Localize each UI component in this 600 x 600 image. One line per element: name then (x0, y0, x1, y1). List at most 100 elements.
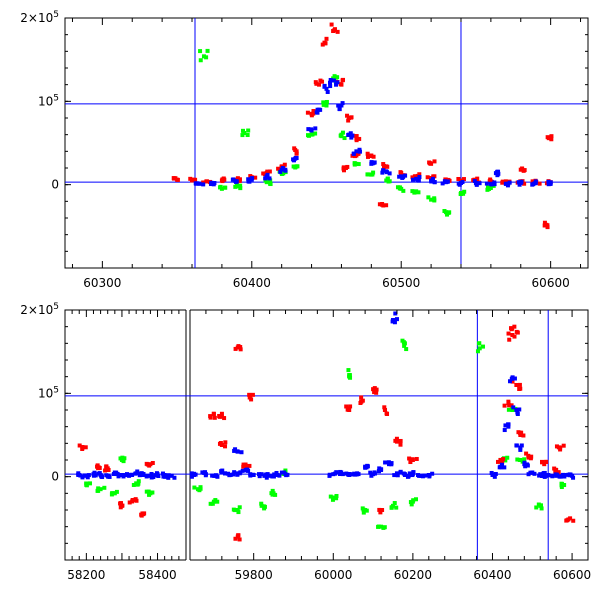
red-point (346, 118, 351, 123)
red-point (381, 162, 386, 167)
green-point (324, 99, 329, 104)
blue-point (502, 428, 507, 433)
red-point (509, 403, 514, 408)
blue-point (233, 447, 238, 452)
x-tick-label: 60600 (532, 276, 570, 290)
red-point (371, 154, 376, 159)
green-point (361, 510, 366, 515)
blue-point (156, 474, 161, 479)
green-point (147, 492, 152, 497)
blue-point (115, 472, 120, 477)
green-point (432, 197, 437, 202)
red-point (496, 459, 501, 464)
blue-point (189, 471, 194, 476)
green-point (389, 505, 394, 510)
green-point (246, 128, 251, 133)
green-point (379, 524, 384, 529)
blue-point (135, 469, 140, 474)
blue-point (265, 172, 270, 177)
y-tick-exponent: 5 (53, 93, 59, 103)
blue-point (213, 473, 218, 478)
red-point (150, 460, 155, 465)
red-point (507, 403, 512, 408)
blue-point (518, 447, 523, 452)
blue-point (334, 82, 339, 87)
green-point (416, 190, 421, 195)
x-tick-label: 58200 (67, 568, 105, 582)
green-point (522, 457, 527, 462)
red-point (408, 460, 413, 465)
plot-frame (64, 309, 589, 561)
blue-point (511, 405, 516, 410)
red-point (217, 413, 222, 418)
green-point (477, 346, 482, 351)
blue-point (497, 465, 502, 470)
red-point (313, 80, 318, 85)
red-point (385, 164, 390, 169)
blue-point (376, 469, 381, 474)
blue-point (331, 78, 336, 83)
red-point (265, 169, 270, 174)
blue-point (519, 179, 524, 184)
blue-point (559, 474, 564, 479)
blue-point (354, 149, 359, 154)
red-point (354, 134, 359, 139)
blue-point (394, 317, 399, 322)
blue-point (515, 410, 520, 415)
red-point (311, 111, 316, 116)
blue-point (460, 180, 465, 185)
red-point (236, 533, 241, 538)
blue-point (542, 474, 547, 479)
green-point (291, 164, 296, 169)
blue-point (161, 474, 166, 479)
red-point (507, 337, 512, 342)
red-point (410, 175, 415, 180)
green-point (559, 485, 564, 490)
blue-point (245, 467, 250, 472)
red-point (561, 443, 566, 448)
red-point (345, 164, 350, 169)
red-point (530, 179, 535, 184)
blue-point (508, 379, 513, 384)
green-point (477, 341, 482, 346)
red-point (393, 438, 398, 443)
green-point (370, 172, 375, 177)
blue-point (423, 473, 428, 478)
red-point (253, 175, 258, 180)
red-point (317, 82, 322, 87)
red-point (261, 171, 266, 176)
y-tick-base: 10 (38, 94, 53, 108)
red-point (130, 499, 135, 504)
blue-point (407, 471, 412, 476)
green-point (235, 508, 240, 512)
blue-point (393, 311, 398, 316)
blue-point (380, 170, 385, 175)
blue-point (531, 182, 536, 187)
red-point (549, 137, 554, 142)
blue-point (550, 474, 555, 479)
red-point (374, 390, 379, 395)
red-point (382, 405, 387, 410)
red-point (188, 176, 193, 181)
red-point (394, 436, 399, 441)
blue-point (365, 463, 370, 468)
green-point (192, 485, 197, 490)
green-point (259, 503, 264, 508)
blue-point (522, 460, 527, 465)
blue-point (325, 89, 330, 94)
red-point (139, 513, 144, 518)
green-point (475, 349, 480, 354)
red-point (106, 467, 111, 472)
red-point (144, 461, 149, 466)
blue-point (278, 169, 283, 174)
blue-point (154, 471, 159, 476)
red-point (514, 329, 519, 334)
blue-point (239, 450, 244, 455)
blue-point (440, 181, 445, 186)
red-point (322, 40, 327, 45)
green-point (121, 459, 126, 464)
blue-point (92, 472, 97, 477)
red-point (542, 220, 547, 225)
green-point (539, 506, 544, 511)
blue-point (348, 131, 353, 136)
